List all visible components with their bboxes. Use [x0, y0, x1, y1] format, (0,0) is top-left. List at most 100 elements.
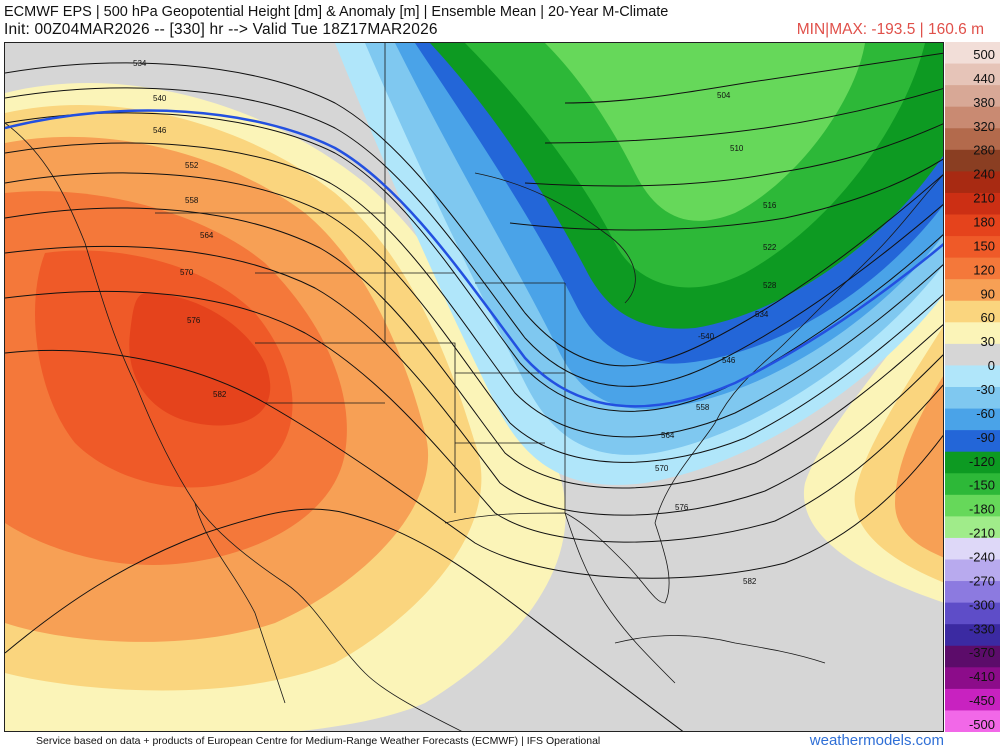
contour-label: 564 [661, 431, 675, 440]
contour-588 [5, 508, 684, 731]
contour-label: 570 [180, 268, 194, 277]
data-credit: Service based on data + products of Euro… [36, 735, 601, 747]
contour-546 [5, 112, 943, 412]
colorbar-label: -120 [969, 454, 995, 469]
contour-label: 558 [696, 403, 710, 412]
contour-558 [5, 172, 943, 463]
gulf-coast [444, 512, 670, 604]
colorbar-label: -410 [969, 669, 995, 684]
colorbar-swatch [945, 279, 1000, 302]
colorbar-label: -180 [969, 502, 995, 517]
contour-label: 546 [153, 126, 167, 135]
colorbar-swatch [945, 667, 1000, 690]
colorbar-label: -370 [969, 645, 995, 660]
colorbar-swatch [945, 149, 1000, 172]
colorbar-swatch [945, 106, 1000, 129]
contour-576 [5, 290, 943, 543]
border-lines-c [455, 282, 566, 513]
contour-540 [5, 87, 943, 387]
minmax-readout: MIN|MAX: -193.5 | 160.6 m [796, 21, 984, 38]
contour-504 [564, 52, 943, 104]
colorbar-swatch [945, 408, 1000, 431]
contour-510 [544, 88, 943, 144]
contour-label: 534 [133, 59, 147, 68]
height-contours [5, 52, 943, 731]
baja-peninsula [194, 502, 286, 704]
contour-570 [5, 245, 943, 516]
contour-582 [5, 349, 943, 579]
colorbar-label: -240 [969, 550, 995, 565]
colorbar-swatch [945, 171, 1000, 194]
map-panel: 534 540 546 552 558 564 570 576 582 504 … [4, 42, 944, 732]
colorbar-swatch [945, 322, 1000, 345]
colorbar-swatch [945, 473, 1000, 496]
colorbar-swatch [945, 300, 1000, 323]
negative-anomaly-max [545, 43, 865, 221]
colorbar-swatch [945, 645, 1000, 668]
colorbar-label: 90 [981, 286, 995, 301]
colorbar-swatch [945, 710, 1000, 733]
colorbar-svg: 500 440 380 320 280 240 210 180 150 120 90 60 30 0 -30… [945, 42, 1000, 733]
brand-link[interactable]: weathermodels.com [809, 732, 944, 749]
colorbar-swatch [945, 236, 1000, 259]
colorbar-label: 180 [973, 215, 995, 230]
contour-552 [5, 142, 943, 438]
border-lines-a [384, 43, 456, 513]
colorbar-label: 500 [973, 47, 995, 62]
contour-label: 522 [763, 243, 777, 252]
coastlines [5, 43, 943, 731]
colorbar-label: 240 [973, 167, 995, 182]
colorbar-label: -270 [969, 573, 995, 588]
colorbar-swatch [945, 494, 1000, 517]
contour-label: 582 [743, 577, 757, 586]
colorbar-label: 60 [981, 310, 995, 325]
contour-564 [5, 207, 943, 489]
contour-534 [5, 62, 943, 367]
colorbar-swatch [945, 343, 1000, 367]
east-coastline [654, 174, 943, 524]
colorbar-swatch [945, 85, 1000, 108]
colorbar-swatch [945, 365, 1000, 388]
colorbar-swatch [945, 688, 1000, 712]
contour-label: 582 [213, 390, 227, 399]
contour-label: 558 [185, 196, 199, 205]
contour-label: 540 [153, 94, 167, 103]
colorbar-label: -330 [969, 621, 995, 636]
colorbar-swatch [945, 581, 1000, 604]
cuba [614, 635, 826, 664]
contour-label: -540 [698, 332, 715, 341]
colorbar-label: -30 [976, 382, 995, 397]
colorbar-label: -500 [969, 717, 995, 732]
colorbar-swatch [945, 559, 1000, 582]
anomaly-colorbar: 500 440 380 320 280 240 210 180 150 120 90 60 30 0 -30… [945, 42, 1000, 733]
colorbar-label: 210 [973, 191, 995, 206]
contour-label: 510 [730, 144, 744, 153]
contour-522 [509, 158, 943, 231]
colorbar-label: 320 [973, 119, 995, 134]
colorbar-label: 440 [973, 71, 995, 86]
colorbar-swatch [945, 42, 1000, 65]
colorbar-label: 30 [981, 334, 995, 349]
colorbar-label: 380 [973, 95, 995, 110]
contour-516 [524, 123, 943, 187]
colorbar-swatch [945, 624, 1000, 647]
colorbar-swatch [945, 63, 1000, 86]
contour-label: 504 [717, 91, 731, 100]
east-anomaly-60 [895, 376, 943, 558]
contour-labels: 534 540 546 552 558 564 570 576 582 504 … [133, 59, 777, 586]
colorbar-swatch [945, 128, 1000, 151]
colorbar-swatch [945, 516, 1000, 539]
colorbar-swatch [945, 214, 1000, 237]
colorbar-swatch [945, 192, 1000, 216]
colorbar-label: 120 [973, 262, 995, 277]
colorbar-swatch [945, 430, 1000, 453]
colorbar-swatch [945, 257, 1000, 280]
colorbar-swatch [945, 387, 1000, 410]
contour-label: 516 [763, 201, 777, 210]
colorbar-label: -150 [969, 478, 995, 493]
colorbar-label: -60 [976, 406, 995, 421]
colorbar-label: 280 [973, 143, 995, 158]
contour-label: 534 [755, 310, 769, 319]
mexico-east-coast [564, 512, 676, 684]
